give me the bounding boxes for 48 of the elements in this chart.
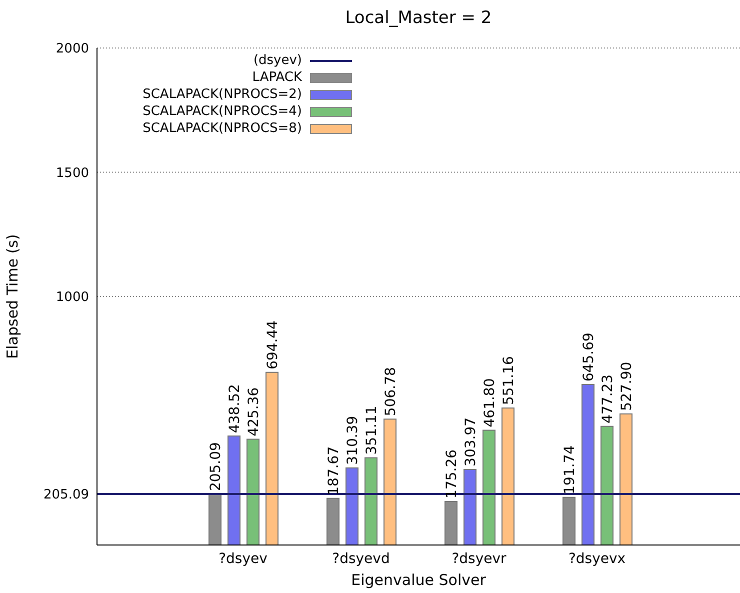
x-tick-label: ?dsyevr (452, 550, 507, 567)
data-label: 694.44 (265, 320, 281, 370)
legend-label: (dsyev) (252, 53, 302, 68)
bar (384, 418, 396, 545)
y-tick-label: 205.09 (44, 488, 89, 503)
data-label: 175.26 (444, 449, 460, 498)
data-label: 645.69 (581, 332, 597, 382)
bar (582, 384, 594, 545)
data-label: 477.23 (600, 374, 616, 424)
bar (464, 468, 476, 545)
bar (562, 496, 576, 545)
bar (326, 498, 340, 545)
data-label: 551.16 (501, 356, 517, 406)
x-axis-title: Eigenvalue Solver (351, 571, 487, 589)
data-label: 438.52 (227, 384, 243, 434)
bar (444, 500, 458, 545)
bar (208, 494, 222, 545)
x-tick-label: ?dsyevx (568, 550, 626, 567)
y-axis-title: Elapsed Time (s) (3, 234, 22, 359)
data-label: 425.36 (246, 387, 262, 436)
data-label: 205.09 (208, 442, 224, 492)
data-label: 351.11 (364, 406, 380, 455)
legend-label: SCALAPACK(NPROCS=2) (142, 87, 302, 102)
data-label: 461.80 (482, 378, 498, 428)
bar (364, 457, 378, 545)
x-tick-label: ?dsyevd (332, 550, 390, 567)
bar (600, 426, 614, 545)
bar (502, 408, 514, 545)
y-tick-label: 2000 (56, 42, 89, 57)
legend-label: LAPACK (251, 70, 302, 85)
data-label: 506.78 (383, 367, 399, 416)
legend-label: SCALAPACK(NPROCS=4) (142, 104, 302, 119)
data-label: 303.97 (463, 417, 479, 466)
data-label: 187.67 (326, 446, 342, 496)
y-tick-label: 1000 (56, 290, 89, 306)
data-label: 191.74 (562, 445, 578, 494)
legend-label: SCALAPACK(NPROCS=8) (142, 121, 302, 136)
x-tick-label: ?dsyev (218, 550, 268, 567)
chart-title: Local_Master = 2 (344, 8, 493, 28)
data-label: 527.90 (619, 362, 635, 411)
bar (346, 467, 358, 545)
bar (228, 436, 240, 545)
y-tick-label: 1500 (56, 166, 89, 181)
bar (246, 438, 260, 545)
data-label: 310.39 (345, 416, 361, 465)
bar (482, 430, 496, 545)
bar (620, 413, 632, 545)
bar (266, 372, 278, 545)
